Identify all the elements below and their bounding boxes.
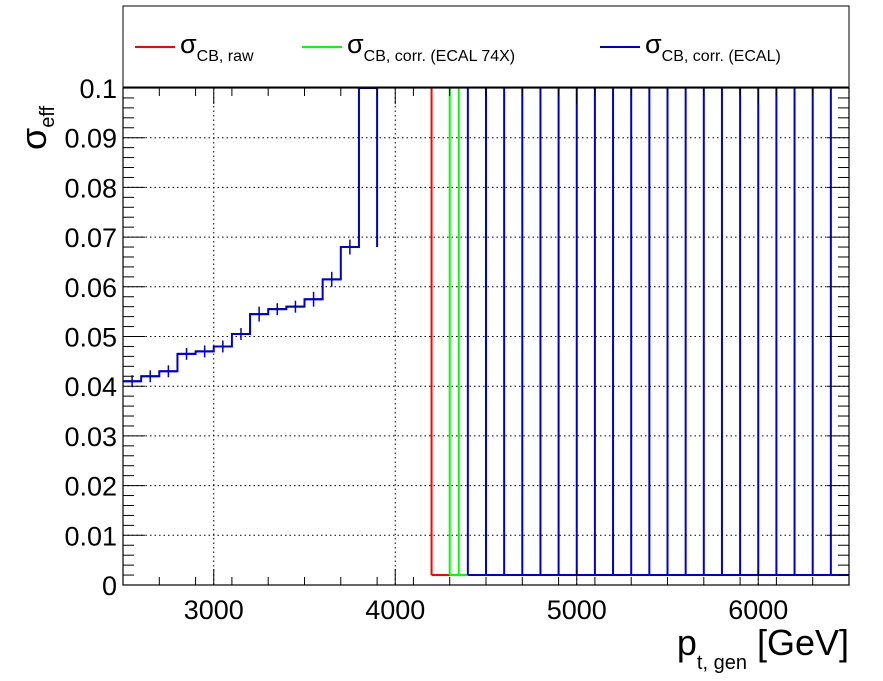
x-axis-title-unit: [GeV] — [747, 622, 849, 663]
y-axis-title: σeff — [13, 105, 59, 150]
x-axis-title: pt, gen [GeV] — [677, 622, 849, 674]
y-tick-label: 0.02 — [64, 472, 117, 502]
y-tick-label: 0.03 — [64, 422, 117, 452]
y-tick-label: 0 — [102, 571, 117, 601]
legend-entry: σCB, raw — [180, 29, 254, 65]
x-tick-label: 5000 — [547, 595, 607, 625]
y-axis-title-sub: eff — [37, 105, 59, 127]
legend-entry: σCB, corr. (ECAL) — [645, 29, 781, 65]
y-tick-label: 0.05 — [64, 323, 117, 353]
series-layer — [123, 87, 849, 577]
y-axis-title-symbol: σ — [13, 128, 54, 150]
y-tick-label: 0.01 — [64, 521, 117, 551]
y-tick-label: 0.06 — [64, 273, 117, 303]
legend-entry-symbol: σ — [180, 29, 197, 59]
ticks — [122, 87, 850, 586]
x-tick-label: 6000 — [728, 595, 788, 625]
x-axis-title-symbol: p — [677, 622, 697, 663]
x-tick-label: 4000 — [365, 595, 425, 625]
y-tick-label: 0.08 — [64, 173, 117, 203]
legend-entry-sub: CB, corr. (ECAL) — [662, 48, 781, 65]
legend-entry: σCB, corr. (ECAL 74X) — [347, 29, 515, 65]
y-tick-label: 0.1 — [79, 74, 117, 104]
legend-entry-sub: CB, raw — [197, 48, 254, 65]
y-tick-label: 0.07 — [64, 223, 117, 253]
legend-entry-symbol: σ — [645, 29, 662, 59]
legend-box — [122, 5, 850, 88]
x-tick-label: 3000 — [184, 595, 244, 625]
legend-entry-sub: CB, corr. (ECAL 74X) — [364, 48, 515, 65]
legend-entry-symbol: σ — [347, 29, 364, 59]
y-tick-label: 0.09 — [64, 124, 117, 154]
legend: σCB, raw σCB, corr. (ECAL 74X) σCB, corr. … — [135, 29, 781, 65]
y-tick-label: 0.04 — [64, 372, 117, 402]
tick-labels: 0 0.01 0.02 0.03 0.04 0.05 0.06 0.07 0.08 0.09 0.1… — [64, 74, 788, 625]
x-axis-title-sub: t, gen — [697, 652, 747, 674]
series-line-2 — [123, 87, 378, 383]
